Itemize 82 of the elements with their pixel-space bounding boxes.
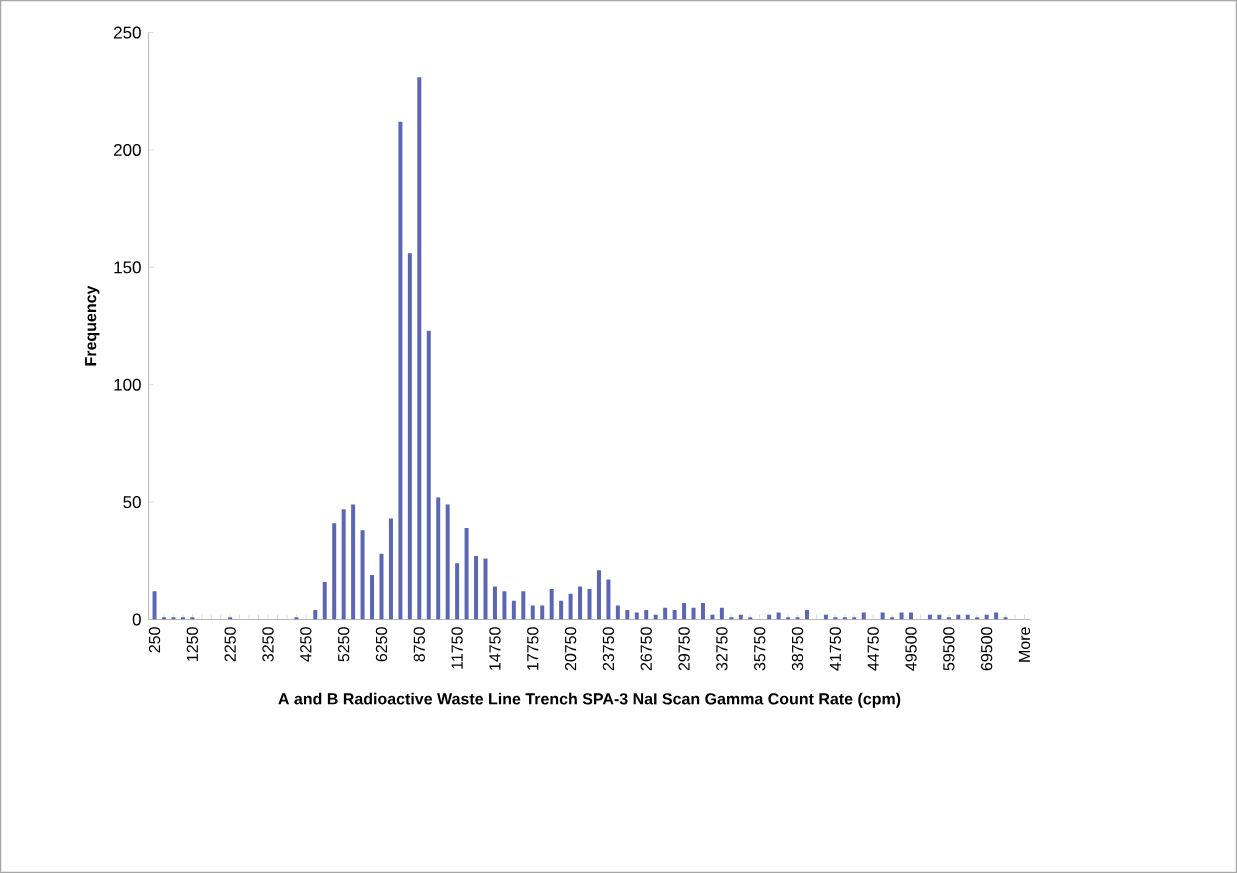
bar bbox=[606, 579, 611, 620]
bar bbox=[521, 591, 526, 620]
bar bbox=[341, 509, 346, 620]
bar bbox=[474, 556, 479, 620]
bar bbox=[370, 574, 375, 620]
x-tick-label: 23750 bbox=[602, 627, 615, 671]
bar bbox=[559, 600, 564, 620]
bar bbox=[502, 591, 507, 620]
x-tick-label: 41750 bbox=[829, 627, 842, 671]
x-tick-label: 5250 bbox=[338, 627, 350, 662]
bar bbox=[663, 607, 668, 620]
bar bbox=[634, 612, 639, 620]
bar bbox=[445, 504, 450, 620]
bar bbox=[672, 610, 677, 620]
bar bbox=[313, 610, 318, 620]
x-tick-label: 59500 bbox=[943, 627, 955, 671]
bar bbox=[351, 504, 356, 620]
bar bbox=[436, 497, 441, 620]
y-tick-label: 50 bbox=[123, 496, 141, 509]
x-axis-title: A and B Radioactive Waste Line Trench SPA-3 NaI Scan Gamma Count Rate (cpm) bbox=[278, 692, 901, 708]
x-tick-label: 6250 bbox=[375, 627, 388, 662]
bar bbox=[804, 610, 809, 620]
bar bbox=[455, 563, 460, 620]
x-tick-label: 2250 bbox=[224, 627, 236, 662]
bar bbox=[492, 586, 497, 620]
x-tick-label: 32750 bbox=[716, 627, 728, 671]
bar bbox=[379, 553, 384, 620]
x-tick-label: 17750 bbox=[527, 627, 539, 670]
bar bbox=[691, 607, 696, 620]
bar bbox=[615, 605, 620, 620]
bar bbox=[417, 77, 422, 620]
x-tick-label: 44750 bbox=[867, 627, 879, 671]
bar bbox=[152, 591, 157, 620]
x-tick-label: 38750 bbox=[791, 627, 804, 671]
bar bbox=[596, 570, 601, 620]
bar bbox=[398, 121, 403, 620]
y-tick-label: 250 bbox=[114, 26, 141, 39]
bar bbox=[719, 607, 724, 620]
x-tick-label: 20750 bbox=[564, 627, 577, 671]
x-tick-label: 35750 bbox=[754, 627, 766, 671]
bar bbox=[549, 588, 554, 620]
bar bbox=[360, 530, 365, 620]
bar bbox=[483, 558, 488, 620]
bar bbox=[776, 612, 781, 620]
bar bbox=[861, 612, 866, 620]
y-tick-label: 100 bbox=[114, 378, 141, 391]
bar bbox=[909, 612, 914, 620]
x-tick-label: 250 bbox=[148, 627, 161, 653]
bar bbox=[407, 253, 412, 620]
bar bbox=[644, 610, 649, 620]
bar bbox=[464, 527, 469, 620]
x-tick-label: 29750 bbox=[678, 627, 690, 671]
x-tick-label: 4250 bbox=[300, 627, 312, 662]
y-tick-label: 150 bbox=[114, 261, 141, 274]
x-tick-label: 11750 bbox=[451, 627, 463, 669]
bar bbox=[388, 518, 393, 620]
bar bbox=[530, 605, 535, 620]
bar bbox=[899, 612, 904, 620]
x-tick-label: 69500 bbox=[980, 627, 993, 671]
x-tick-label: 49500 bbox=[905, 627, 917, 671]
bar bbox=[332, 523, 337, 620]
bar bbox=[682, 603, 687, 620]
bar bbox=[880, 612, 885, 620]
x-tick-label: 8750 bbox=[413, 627, 425, 662]
y-axis-title: Frequency bbox=[85, 285, 100, 366]
x-tick-label: 3250 bbox=[262, 627, 274, 662]
bar bbox=[700, 603, 705, 620]
bar bbox=[587, 588, 592, 620]
x-tick-label: 14750 bbox=[489, 627, 501, 670]
y-tick-label: 0 bbox=[132, 613, 141, 626]
bar bbox=[578, 586, 583, 620]
bar bbox=[426, 330, 431, 620]
bar bbox=[540, 605, 545, 620]
y-tick-label: 200 bbox=[114, 143, 141, 156]
x-tick-label: 1250 bbox=[186, 627, 199, 661]
bar bbox=[322, 581, 327, 620]
bar bbox=[511, 600, 516, 620]
bar bbox=[568, 593, 573, 620]
x-tick-label: 26750 bbox=[640, 627, 652, 671]
bar bbox=[625, 610, 630, 620]
x-tick-label: More bbox=[1018, 627, 1031, 662]
bar bbox=[994, 612, 999, 620]
